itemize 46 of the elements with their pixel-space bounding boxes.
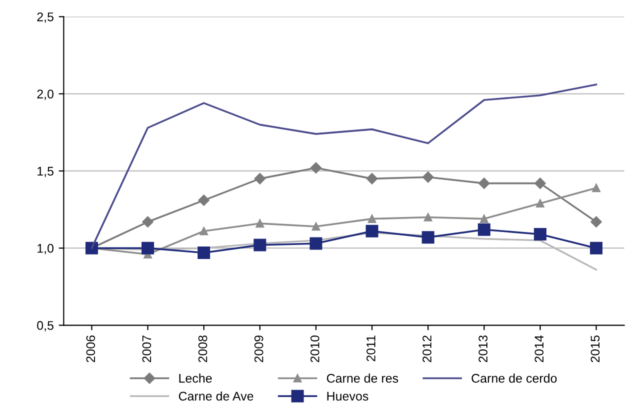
point — [592, 184, 600, 192]
legend-label: Carne de cerdo — [472, 374, 557, 383]
x-tick-label: 2015 — [590, 336, 600, 362]
legend-label: Huevos — [327, 392, 368, 401]
legend-label: Leche — [179, 374, 212, 383]
point — [310, 162, 322, 174]
point — [200, 226, 208, 236]
point — [478, 178, 490, 189]
x-tick-label: 2012 — [422, 336, 432, 362]
x-tick-label: 2014 — [534, 335, 544, 362]
y-tick-label: 1,0 — [38, 244, 54, 254]
point — [478, 223, 490, 236]
point — [256, 219, 264, 228]
point — [480, 214, 488, 223]
x-tick-label: 2006 — [86, 336, 96, 362]
point — [534, 178, 546, 189]
y-tick-label: 0,5 — [37, 321, 54, 332]
point — [198, 246, 210, 259]
point — [366, 173, 378, 184]
point — [366, 224, 378, 238]
point — [534, 228, 546, 240]
point — [424, 213, 432, 222]
x-tick-label: 2008 — [198, 336, 208, 362]
legend-label: Carne de Ave — [178, 391, 254, 401]
point — [536, 199, 544, 208]
point — [312, 222, 320, 231]
y-tick-label: 2,0 — [37, 90, 54, 100]
x-tick-label: 2009 — [254, 336, 264, 362]
x-tick-label: 2013 — [478, 336, 488, 362]
point — [254, 173, 266, 184]
point — [368, 214, 376, 223]
x-tick-label: 2011 — [366, 336, 376, 362]
y-tick-label: 2,5 — [37, 12, 54, 23]
point — [198, 194, 210, 206]
point — [590, 216, 602, 228]
x-tick-label: 2010 — [310, 335, 320, 362]
point — [142, 216, 154, 228]
point — [422, 172, 434, 183]
point — [142, 242, 154, 254]
legend-label: Carne de res — [326, 374, 398, 383]
point — [254, 238, 266, 252]
y-tick-label: 1,5 — [38, 166, 54, 178]
point — [590, 242, 602, 254]
point — [310, 237, 322, 250]
point — [422, 231, 434, 244]
x-tick-label: 2007 — [142, 336, 152, 362]
